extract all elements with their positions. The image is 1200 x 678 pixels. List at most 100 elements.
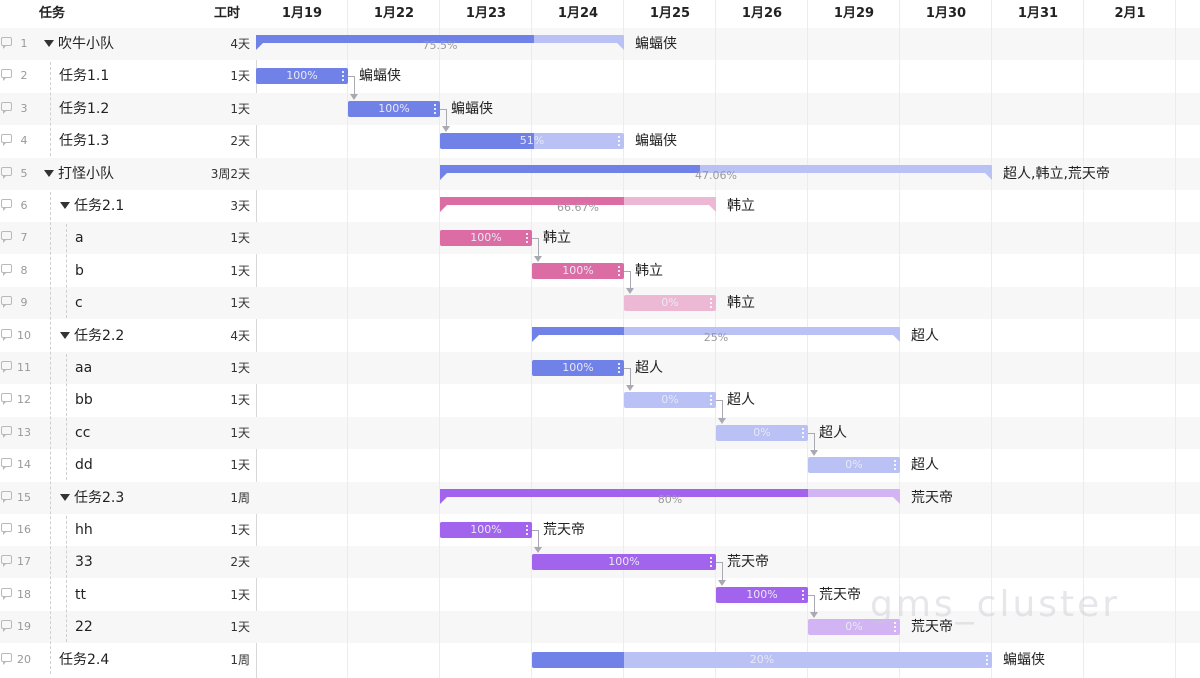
comment-icon[interactable]: [1, 134, 12, 147]
comment-icon[interactable]: [1, 166, 12, 179]
task-row[interactable]: 16 hh 1天: [0, 514, 256, 546]
resize-handle[interactable]: [342, 71, 346, 82]
comment-icon[interactable]: [1, 69, 12, 82]
comment-icon[interactable]: [1, 555, 12, 568]
summary-bar[interactable]: 80%: [440, 488, 900, 506]
task-row[interactable]: 17 33 2天: [0, 546, 256, 579]
comment-icon[interactable]: [1, 37, 12, 49]
comment-icon[interactable]: [1, 620, 12, 633]
resize-handle[interactable]: [802, 589, 806, 600]
task-row[interactable]: 12 bb 1天: [0, 384, 256, 416]
collapse-toggle-icon[interactable]: [44, 40, 54, 47]
task-name-cell[interactable]: 任务2.3: [60, 482, 124, 514]
comment-icon[interactable]: [1, 587, 12, 600]
task-bar[interactable]: 100%: [256, 68, 348, 85]
task-name-cell[interactable]: c: [75, 287, 83, 319]
comment-icon[interactable]: [1, 458, 12, 471]
resize-handle[interactable]: [710, 557, 714, 568]
task-bar[interactable]: 100%: [532, 554, 716, 571]
task-row[interactable]: 18 tt 1天: [0, 579, 256, 611]
task-name-cell[interactable]: 吹牛小队: [44, 28, 114, 60]
task-name-cell[interactable]: 任务2.1: [60, 190, 124, 222]
resize-handle[interactable]: [526, 233, 530, 244]
task-row[interactable]: 6 任务2.1 3天: [0, 190, 256, 222]
summary-bar[interactable]: 75.5%: [256, 35, 624, 52]
collapse-toggle-icon[interactable]: [60, 331, 70, 339]
collapse-toggle-icon[interactable]: [60, 202, 70, 209]
comment-icon[interactable]: [1, 523, 12, 535]
task-bar[interactable]: 100%: [532, 360, 624, 376]
resize-handle[interactable]: [710, 395, 714, 406]
task-name-cell[interactable]: 33: [75, 546, 93, 578]
task-name-cell[interactable]: aa: [75, 352, 92, 384]
task-row[interactable]: 4 任务1.3 2天: [0, 125, 256, 157]
task-bar[interactable]: 51%: [440, 133, 624, 150]
task-bar[interactable]: 0%: [808, 457, 900, 474]
task-bar[interactable]: 0%: [624, 392, 716, 409]
resize-handle[interactable]: [710, 298, 714, 309]
task-row[interactable]: 7 a 1天: [0, 222, 256, 255]
task-bar[interactable]: 20%: [532, 651, 992, 668]
comment-icon[interactable]: [1, 652, 12, 665]
resize-handle[interactable]: [526, 525, 530, 535]
resize-handle[interactable]: [986, 654, 990, 665]
task-row[interactable]: 8 b 1天: [0, 255, 256, 287]
task-row[interactable]: 2 任务1.1 1天: [0, 60, 256, 92]
summary-bar[interactable]: 47.06%: [440, 164, 992, 182]
task-name-cell[interactable]: cc: [75, 417, 90, 449]
resize-handle[interactable]: [434, 103, 438, 114]
resize-handle[interactable]: [618, 363, 622, 373]
resize-handle[interactable]: [894, 460, 898, 471]
task-name-cell[interactable]: dd: [75, 449, 93, 481]
comment-icon[interactable]: [1, 296, 12, 309]
task-bar[interactable]: 100%: [440, 522, 532, 538]
comment-icon[interactable]: [1, 425, 12, 438]
comment-icon[interactable]: [1, 393, 12, 406]
task-bar[interactable]: 100%: [348, 100, 440, 117]
comment-icon[interactable]: [1, 263, 12, 276]
task-row[interactable]: 20 任务2.4 1周: [0, 644, 256, 676]
summary-bar[interactable]: 25%: [532, 326, 900, 344]
comment-icon[interactable]: [1, 231, 12, 244]
task-row[interactable]: 10 任务2.2 4天: [0, 320, 256, 352]
comment-icon[interactable]: [1, 490, 12, 503]
task-bar[interactable]: 100%: [440, 230, 532, 247]
task-name-cell[interactable]: bb: [75, 384, 93, 416]
task-bar[interactable]: 100%: [716, 586, 808, 603]
task-row[interactable]: 13 cc 1天: [0, 416, 256, 449]
resize-handle[interactable]: [802, 427, 806, 438]
task-name-cell[interactable]: 任务1.2: [59, 93, 109, 125]
task-row[interactable]: 11 aa 1天: [0, 352, 256, 384]
task-name-cell[interactable]: 任务1.3: [59, 125, 109, 157]
task-row[interactable]: 5 打怪小队 3周2天: [0, 157, 256, 190]
task-row[interactable]: 1 吹牛小队 4天: [0, 28, 256, 60]
task-name-cell[interactable]: hh: [75, 514, 93, 546]
task-column-header[interactable]: 任务: [39, 6, 66, 21]
collapse-toggle-icon[interactable]: [44, 169, 54, 177]
task-row[interactable]: 19 22 1天: [0, 611, 256, 644]
task-name-cell[interactable]: 任务2.4: [59, 644, 109, 676]
task-bar[interactable]: 0%: [624, 295, 716, 312]
task-name-cell[interactable]: 22: [75, 611, 93, 643]
comment-icon[interactable]: [1, 328, 12, 341]
task-row[interactable]: 15 任务2.3 1周: [0, 481, 256, 514]
task-bar[interactable]: 0%: [808, 619, 900, 636]
task-row[interactable]: 14 dd 1天: [0, 449, 256, 481]
task-row[interactable]: 9 c 1天: [0, 287, 256, 320]
task-name-cell[interactable]: tt: [75, 579, 86, 611]
task-name-cell[interactable]: 任务1.1: [59, 60, 109, 92]
task-bar[interactable]: 100%: [532, 262, 624, 279]
comment-icon[interactable]: [1, 361, 12, 373]
summary-bar[interactable]: 66.67%: [440, 197, 716, 214]
comment-icon[interactable]: [1, 101, 12, 114]
resize-handle[interactable]: [618, 136, 622, 147]
task-row[interactable]: 3 任务1.2 1天: [0, 92, 256, 125]
duration-column-header[interactable]: 工时: [214, 6, 241, 21]
task-name-cell[interactable]: 任务2.2: [60, 320, 124, 352]
task-name-cell[interactable]: a: [75, 222, 84, 254]
task-bar[interactable]: 0%: [716, 424, 808, 441]
resize-handle[interactable]: [894, 622, 898, 633]
comment-icon[interactable]: [1, 199, 12, 211]
task-name-cell[interactable]: b: [75, 255, 84, 287]
resize-handle[interactable]: [618, 265, 622, 276]
